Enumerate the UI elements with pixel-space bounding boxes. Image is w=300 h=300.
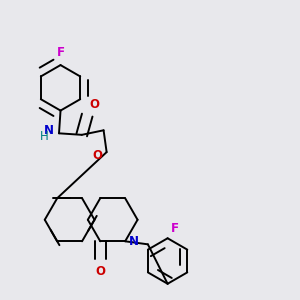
Text: F: F [171, 222, 178, 235]
Text: N: N [129, 235, 139, 248]
Text: O: O [95, 265, 105, 278]
Text: O: O [90, 98, 100, 112]
Text: F: F [56, 46, 64, 59]
Text: O: O [92, 149, 103, 162]
Text: H: H [40, 130, 49, 143]
Text: N: N [44, 124, 54, 137]
